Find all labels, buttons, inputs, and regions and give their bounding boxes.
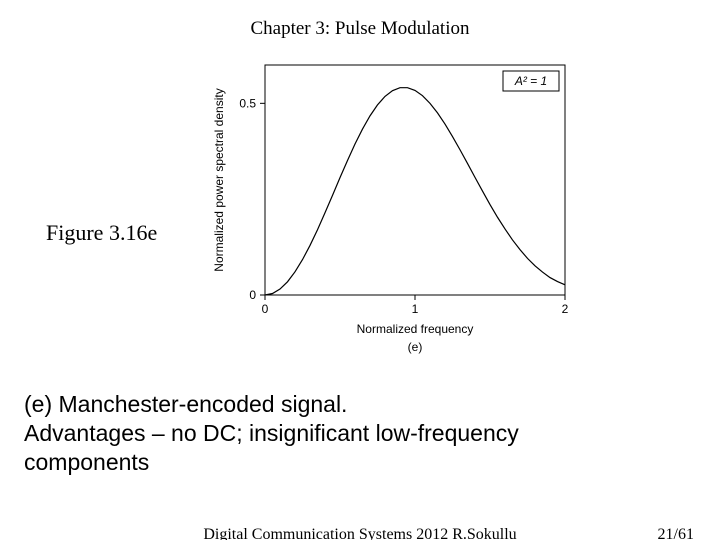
svg-text:2: 2 [562, 302, 569, 316]
svg-text:0: 0 [249, 288, 256, 302]
slide: Chapter 3: Pulse Modulation Figure 3.16e… [0, 0, 720, 540]
svg-text:(e): (e) [408, 340, 423, 354]
caption: (e) Manchester-encoded signal. Advantage… [24, 390, 704, 476]
footer-center: Digital Communication Systems 2012 R.Sok… [0, 526, 720, 540]
svg-text:1: 1 [412, 302, 419, 316]
svg-text:Normalized power spectral dens: Normalized power spectral density [212, 88, 226, 271]
caption-line: Advantages – no DC; insignificant low-fr… [24, 419, 704, 448]
figure-label: Figure 3.16e [46, 220, 157, 246]
svg-text:0.5: 0.5 [239, 96, 256, 110]
svg-text:A² = 1: A² = 1 [514, 74, 547, 88]
caption-line: components [24, 448, 704, 477]
svg-text:Normalized frequency: Normalized frequency [357, 322, 474, 336]
footer-page: 21/61 [658, 526, 694, 540]
chapter-title: Chapter 3: Pulse Modulation [0, 18, 720, 40]
psd-chart: 0 1 2 0 0.5 A² = 1 Normalized frequency Normali… [205, 55, 585, 355]
svg-text:0: 0 [262, 302, 269, 316]
caption-line: (e) Manchester-encoded signal. [24, 390, 704, 419]
